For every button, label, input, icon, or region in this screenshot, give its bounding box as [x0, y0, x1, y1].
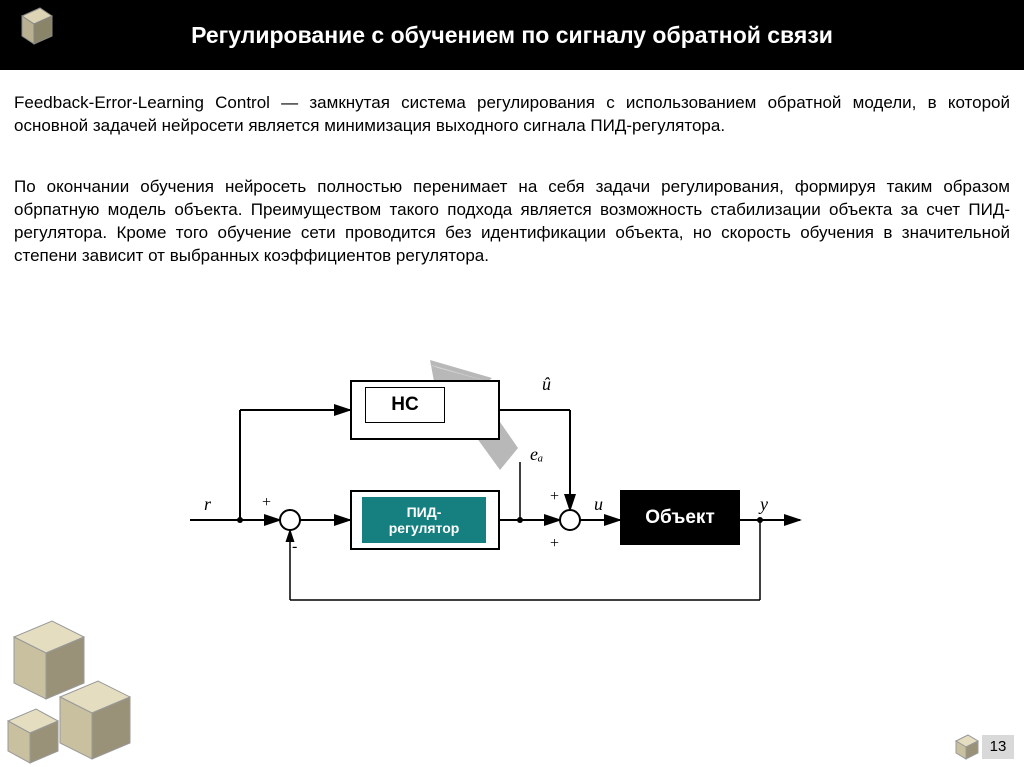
plus-2: + [550, 488, 559, 506]
paragraph-1: Feedback-Error-Learning Control — замкну… [14, 92, 1010, 138]
signal-uhat: û [542, 374, 551, 395]
signal-y: y [760, 494, 768, 515]
block-diagram: НС ПИД- регулятор Объект r û eₐ u y + - … [180, 350, 820, 650]
cube-small-icon [950, 729, 984, 763]
object-block: Объект [620, 490, 740, 545]
plus-3: + [550, 535, 559, 553]
minus-1: - [292, 538, 297, 556]
signal-u: u [594, 494, 603, 515]
nc-block: НС [365, 387, 445, 423]
page-title: Регулирование с обучением по сигналу обр… [0, 22, 1024, 49]
pid-block: ПИД- регулятор [362, 497, 486, 543]
plus-1: + [262, 494, 271, 512]
page-number: 13 [982, 735, 1014, 759]
signal-r: r [204, 494, 211, 515]
cube-cluster-icon [0, 597, 140, 767]
signal-ec: eₐ [530, 444, 543, 465]
paragraph-2: По окончании обучения нейросеть полность… [14, 176, 1010, 268]
